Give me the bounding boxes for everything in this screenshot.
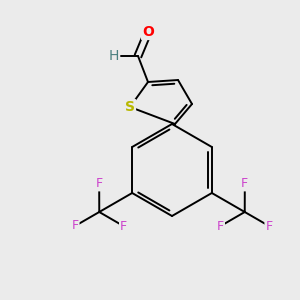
Text: S: S [125, 100, 135, 114]
Text: O: O [142, 25, 154, 39]
Text: F: F [96, 177, 103, 190]
Text: F: F [266, 220, 273, 232]
Text: F: F [120, 220, 127, 232]
Text: F: F [71, 220, 79, 232]
Text: F: F [241, 177, 248, 190]
Text: H: H [109, 49, 119, 63]
Text: F: F [217, 220, 224, 232]
